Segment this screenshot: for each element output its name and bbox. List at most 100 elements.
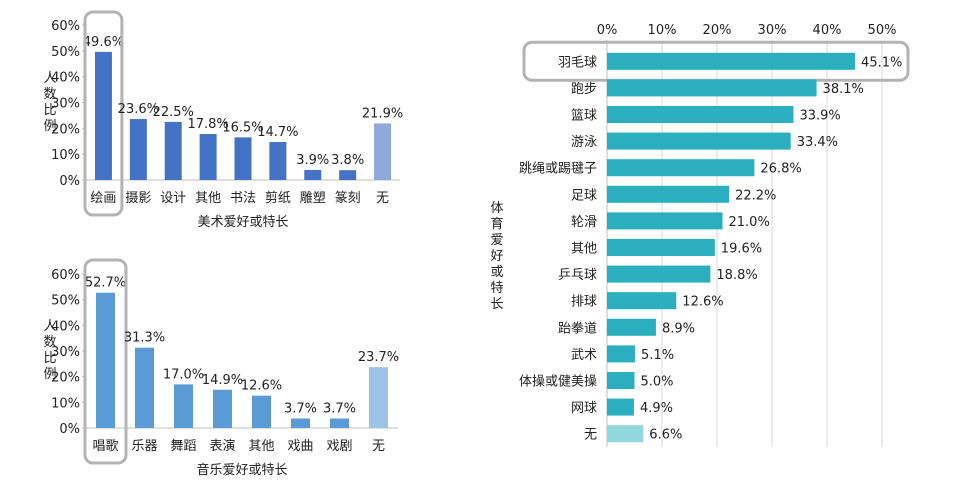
sport-bar-5 (607, 185, 730, 203)
sport-data-label: 18.8% (716, 268, 757, 283)
music-y-tick-label: 20% (51, 371, 80, 386)
sport-x-tick-label: 30% (758, 23, 787, 38)
sport-category-label: 跑步 (571, 82, 597, 97)
art-chart: 0% 10% 20% 30% 40% 50% 60% 人数比例 49.6% 绘画 23.6% 摄影 22… (43, 10, 403, 230)
sport-data-label: 26.8% (760, 162, 801, 177)
music-bar-3 (213, 389, 232, 428)
art-x-axis-title: 美术爱好或特长 (197, 215, 288, 230)
music-data-label: 17.0% (163, 367, 204, 382)
music-x-axis-title: 音乐爱好或特长 (196, 462, 287, 478)
music-highlight-box (83, 258, 128, 465)
sport-bar-6 (607, 212, 723, 230)
art-data-label: 14.7% (257, 125, 298, 140)
art-bar-4 (234, 137, 252, 180)
music-bar-7 (369, 367, 388, 428)
sport-category-label: 排球 (571, 295, 597, 310)
music-y-tick-label: 0% (59, 422, 80, 437)
sport-bar-3 (607, 132, 791, 150)
art-bar-8 (374, 123, 392, 180)
sport-category-label: 其他 (571, 242, 597, 257)
sport-bar-10 (607, 318, 656, 336)
sport-bar-12 (607, 372, 635, 389)
sport-bar-14 (607, 425, 644, 443)
sport-category-label: 体操或健美操 (519, 374, 597, 390)
music-category-label: 乐器 (131, 439, 157, 454)
sport-y-axis-title: 体育爱好或特长 (490, 201, 503, 312)
sport-x-tick-label: 10% (648, 23, 677, 38)
art-y-tick-label: 40% (51, 71, 80, 86)
music-data-label: 31.3% (124, 331, 165, 346)
art-category-label: 绘画 (90, 191, 116, 206)
music-chart: 0% 10% 20% 30% 40% 50% 60% 人数比例 52.7% 唱歌 31.3% 乐器 17… (43, 258, 399, 478)
sport-data-label: 21.0% (729, 215, 770, 230)
music-category-label: 其他 (248, 439, 274, 454)
music-bar-5 (291, 418, 310, 428)
sport-data-label: 33.4% (797, 135, 838, 150)
sport-bar-7 (607, 239, 715, 256)
sport-bar-4 (607, 159, 755, 177)
art-y-axis-title: 人数比例 (43, 71, 56, 134)
sport-data-label: 5.1% (641, 348, 674, 363)
sport-category-label: 乒乓球 (558, 268, 597, 283)
sport-data-label: 6.6% (649, 428, 682, 443)
art-category-label: 剪纸 (265, 190, 291, 206)
art-data-label: 17.8% (187, 117, 228, 132)
art-bar-3 (199, 134, 217, 180)
sport-chart: 0% 10% 20% 30% 40% 50% 体育爱好或特长 45.1% 羽毛球 38.1% 跑步 3… (490, 23, 910, 447)
music-data-label: 23.7% (358, 350, 399, 365)
music-category-label: 戏剧 (326, 439, 352, 454)
art-data-label: 3.9% (296, 153, 329, 168)
sport-bar-11 (607, 345, 636, 363)
music-category-label: 表演 (209, 438, 235, 454)
art-data-label: 21.9% (362, 106, 403, 121)
music-y-tick-label: 60% (51, 268, 80, 283)
art-category-label: 其他 (195, 191, 221, 206)
sport-data-label: 22.2% (735, 188, 776, 203)
music-bar-4 (252, 395, 271, 428)
art-category-label: 无 (376, 191, 389, 206)
music-data-label: 12.6% (241, 379, 282, 394)
sport-category-label: 跆拳道 (558, 320, 597, 336)
sport-category-label: 足球 (571, 188, 597, 203)
music-category-label: 唱歌 (92, 439, 118, 454)
sport-data-label: 4.9% (640, 401, 673, 416)
art-category-label: 摄影 (125, 191, 151, 206)
music-y-tick-label: 50% (51, 294, 80, 309)
music-data-label: 3.7% (284, 402, 317, 417)
sport-x-tick-label: 0% (597, 23, 618, 38)
music-category-label: 戏曲 (287, 439, 313, 454)
music-y-tick-label: 40% (51, 319, 80, 334)
art-category-label: 篆刻 (335, 190, 361, 206)
art-y-tick-label: 10% (51, 148, 80, 163)
music-category-label: 舞蹈 (170, 439, 196, 454)
art-bar-2 (164, 121, 182, 180)
sport-bar-8 (607, 265, 711, 283)
art-data-label: 22.5% (153, 105, 194, 120)
art-bar-1 (129, 119, 147, 180)
music-category-label: 无 (372, 439, 385, 454)
art-y-tick-label: 30% (51, 97, 80, 112)
sport-data-label: 19.6% (721, 242, 762, 257)
music-data-label: 14.9% (202, 373, 243, 388)
art-highlight-box (83, 10, 124, 217)
art-data-label: 49.6% (83, 35, 124, 50)
sport-data-label: 33.9% (799, 109, 840, 124)
sport-data-label: 8.9% (662, 321, 695, 336)
sport-data-label: 5.0% (641, 375, 674, 390)
sport-bar-13 (607, 398, 634, 416)
music-y-tick-label: 30% (51, 345, 80, 360)
sport-x-tick-label: 40% (813, 23, 842, 38)
art-data-label: 16.5% (222, 120, 263, 135)
art-bar-7 (339, 170, 357, 180)
sport-x-tick-label: 50% (868, 23, 897, 38)
music-bar-2 (174, 384, 193, 428)
art-y-tick-label: 50% (51, 45, 80, 60)
sport-data-label: 45.1% (861, 55, 902, 70)
art-y-tick-label: 20% (51, 122, 80, 137)
sport-data-label: 38.1% (823, 82, 864, 97)
music-bar-0 (96, 292, 115, 428)
sport-bar-2 (607, 106, 794, 123)
sport-bar-9 (607, 292, 677, 310)
art-bar-0 (94, 51, 112, 180)
sport-category-label: 武术 (571, 348, 597, 363)
